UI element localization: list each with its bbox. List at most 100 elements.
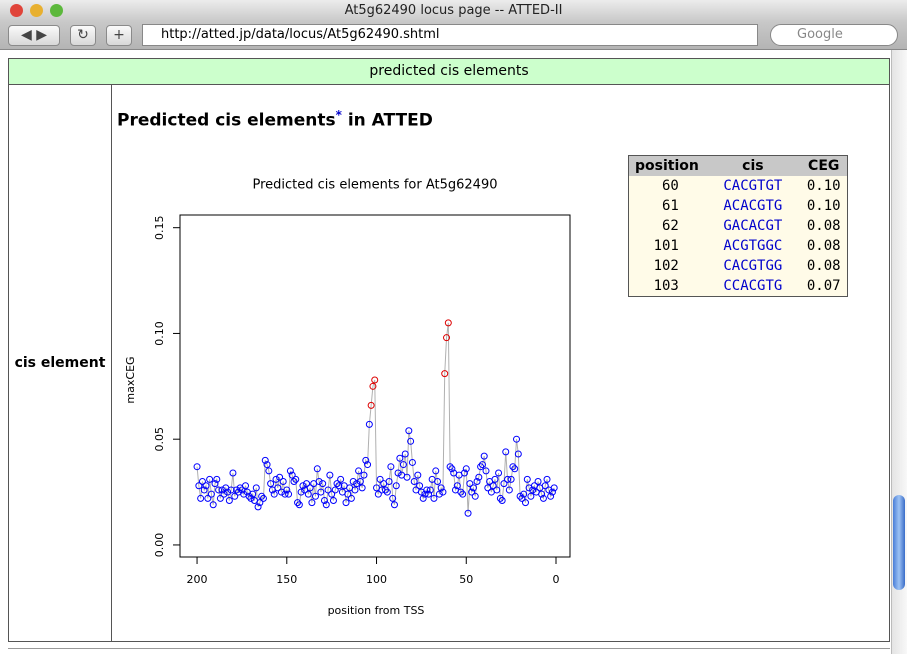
data-point [471, 492, 479, 500]
data-point [319, 480, 327, 488]
data-point [353, 480, 361, 488]
scroll-thumb[interactable] [893, 495, 905, 590]
data-point [209, 501, 217, 509]
data-point [443, 334, 451, 342]
data-point [337, 475, 345, 483]
minimize-button[interactable] [30, 4, 43, 17]
data-point [247, 494, 255, 502]
data-point [477, 463, 485, 471]
data-point [426, 486, 434, 494]
data-point [249, 490, 257, 498]
data-point [358, 484, 366, 492]
data-point [489, 482, 497, 490]
data-point [220, 490, 228, 498]
data-point [401, 450, 409, 458]
x-tick-label: 200 [187, 573, 208, 586]
data-point [509, 463, 517, 471]
ceg-cell: 0.10 [800, 176, 848, 196]
ceg-cell: 0.08 [800, 216, 848, 236]
x-tick-label: 150 [276, 573, 297, 586]
data-point [460, 469, 468, 477]
data-point [468, 488, 476, 496]
data-point [385, 477, 393, 485]
heading-text: Predicted cis elements [117, 110, 336, 131]
data-point [482, 467, 490, 475]
search-field[interactable]: Google [770, 24, 898, 46]
data-point [371, 376, 379, 384]
data-point [421, 490, 429, 498]
data-point [453, 482, 461, 490]
data-point [539, 494, 547, 502]
data-point [297, 488, 305, 496]
data-point [317, 488, 325, 496]
data-point [538, 490, 546, 498]
data-point [256, 499, 264, 507]
data-point [286, 467, 294, 475]
back-forward[interactable]: ◀ ▶ [8, 25, 60, 46]
column-header: cis [704, 155, 801, 176]
data-point [462, 465, 470, 473]
data-point [227, 486, 235, 494]
data-point [543, 475, 551, 483]
data-point [335, 482, 343, 490]
data-point [292, 475, 300, 483]
data-point [430, 494, 438, 502]
data-point [518, 494, 526, 502]
data-point [407, 437, 415, 445]
data-point [331, 486, 339, 494]
data-point [383, 488, 391, 496]
data-point [351, 486, 359, 494]
position-cell: 102 [628, 256, 705, 276]
data-point [202, 482, 210, 490]
data-point [389, 494, 397, 502]
x-tick-label: 100 [366, 573, 387, 586]
cis-cell: ACGTGGC [704, 236, 801, 256]
data-point [306, 484, 314, 492]
y-tick-label: 0.05 [153, 427, 166, 452]
data-point [288, 471, 296, 479]
data-point [265, 467, 273, 475]
data-point [198, 477, 206, 485]
close-button[interactable] [10, 4, 23, 17]
data-point [231, 492, 239, 500]
y-tick-label: 0.10 [153, 321, 166, 346]
heading-link[interactable]: * [335, 108, 342, 122]
data-point [270, 490, 278, 498]
data-point [478, 461, 486, 469]
data-point [374, 490, 382, 498]
data-point [541, 482, 549, 490]
data-point [365, 420, 373, 428]
add-bookmark[interactable]: + [106, 25, 132, 46]
data-point [252, 484, 260, 492]
data-point [333, 480, 341, 488]
reload[interactable]: ↻ [70, 25, 96, 46]
ceg-cell: 0.08 [800, 256, 848, 276]
data-point [320, 497, 328, 505]
data-point [225, 497, 233, 505]
row-label: cis element [8, 84, 112, 642]
toolbar: ◀ ▶ ↻ + http://atted.jp/data/locus/At5g6… [0, 22, 907, 50]
data-point [283, 486, 291, 494]
table-row: 60 CACGTGT 0.10 [628, 176, 848, 196]
data-point [423, 486, 431, 494]
data-point [299, 482, 307, 490]
table-body: 60 CACGTGT 0.10 61 ACACGTG 0.10 62 GACACGT 0.08 1… [628, 176, 848, 297]
data-point [405, 427, 413, 435]
data-point [215, 486, 223, 494]
data-point [550, 484, 558, 492]
table-row: 62 GACACGT 0.08 [628, 216, 848, 236]
data-point [434, 477, 442, 485]
zoom-button[interactable] [50, 4, 63, 17]
data-point [272, 475, 280, 483]
column-header: position [628, 155, 705, 176]
data-point [216, 494, 224, 502]
data-point [263, 461, 271, 469]
data-point [425, 490, 433, 498]
address-bar[interactable]: http://atted.jp/data/locus/At5g62490.sht… [142, 24, 758, 46]
position-cell: 101 [628, 236, 705, 256]
data-point [399, 461, 407, 469]
data-point [304, 490, 312, 498]
data-point [459, 490, 467, 498]
data-point [514, 450, 522, 458]
